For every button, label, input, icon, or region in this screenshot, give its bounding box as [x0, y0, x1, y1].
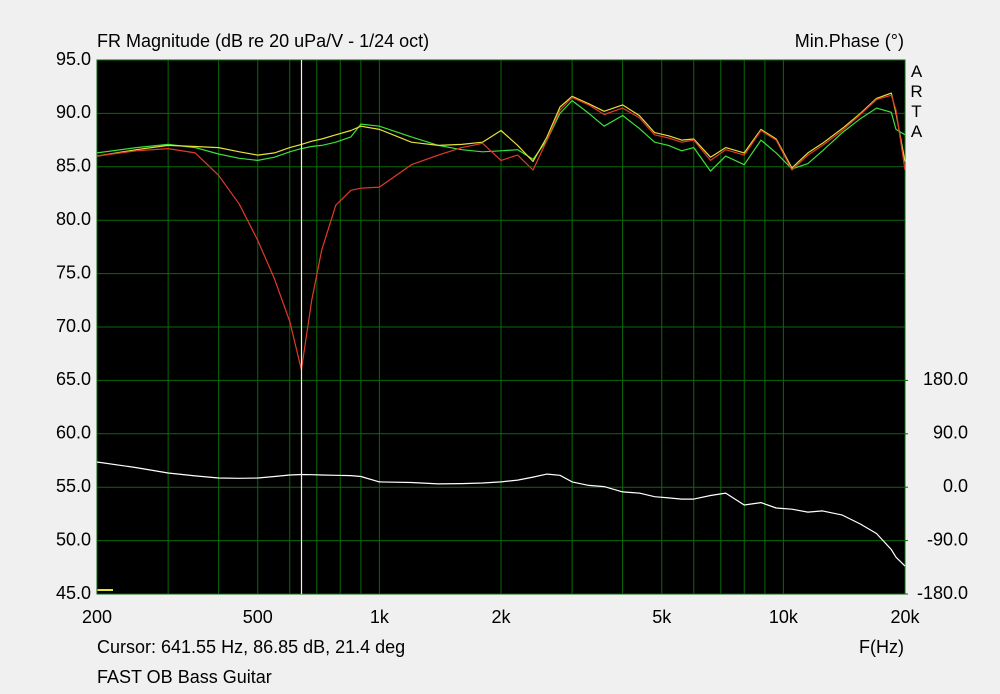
y-tick-label: 65.0	[56, 369, 91, 389]
x-tick-label: 20k	[890, 607, 920, 627]
y2-tick-label: -180.0	[917, 583, 968, 603]
y-tick-label: 60.0	[56, 423, 91, 443]
chart-title: FR Magnitude (dB re 20 uPa/V - 1/24 oct)	[97, 31, 429, 51]
y-tick-label: 85.0	[56, 156, 91, 176]
x-axis-label: F(Hz)	[859, 637, 904, 657]
y-tick-label: 95.0	[56, 49, 91, 69]
cursor-readout: Cursor: 641.55 Hz, 86.85 dB, 21.4 deg	[97, 637, 405, 657]
y-tick-label: 75.0	[56, 262, 91, 282]
series-line	[96, 461, 906, 567]
x-tick-label: 500	[243, 607, 273, 627]
x-tick-label: 2k	[491, 607, 511, 627]
y2-tick-label: 90.0	[933, 423, 968, 443]
x-tick-label: 10k	[769, 607, 799, 627]
plot-border	[96, 59, 906, 595]
logo: ARTA	[907, 62, 926, 142]
y-tick-label: 70.0	[56, 316, 91, 336]
y-tick-label: 50.0	[56, 529, 91, 549]
series-line	[96, 92, 906, 169]
y-tick-label: 55.0	[56, 476, 91, 496]
y-tick-label: 80.0	[56, 209, 91, 229]
x-tick-label: 1k	[370, 607, 390, 627]
y2-title: Min.Phase (°)	[795, 31, 904, 51]
series-line	[96, 94, 906, 371]
y-tick-label: 90.0	[56, 102, 91, 122]
x-tick-label: 200	[82, 607, 112, 627]
x-tick-label: 5k	[652, 607, 672, 627]
y2-tick-label: 0.0	[943, 476, 968, 496]
y-tick-label: 45.0	[56, 583, 91, 603]
footer: FAST OB Bass Guitar	[97, 667, 272, 687]
y2-tick-label: 180.0	[923, 369, 968, 389]
y2-tick-label: -90.0	[927, 529, 968, 549]
